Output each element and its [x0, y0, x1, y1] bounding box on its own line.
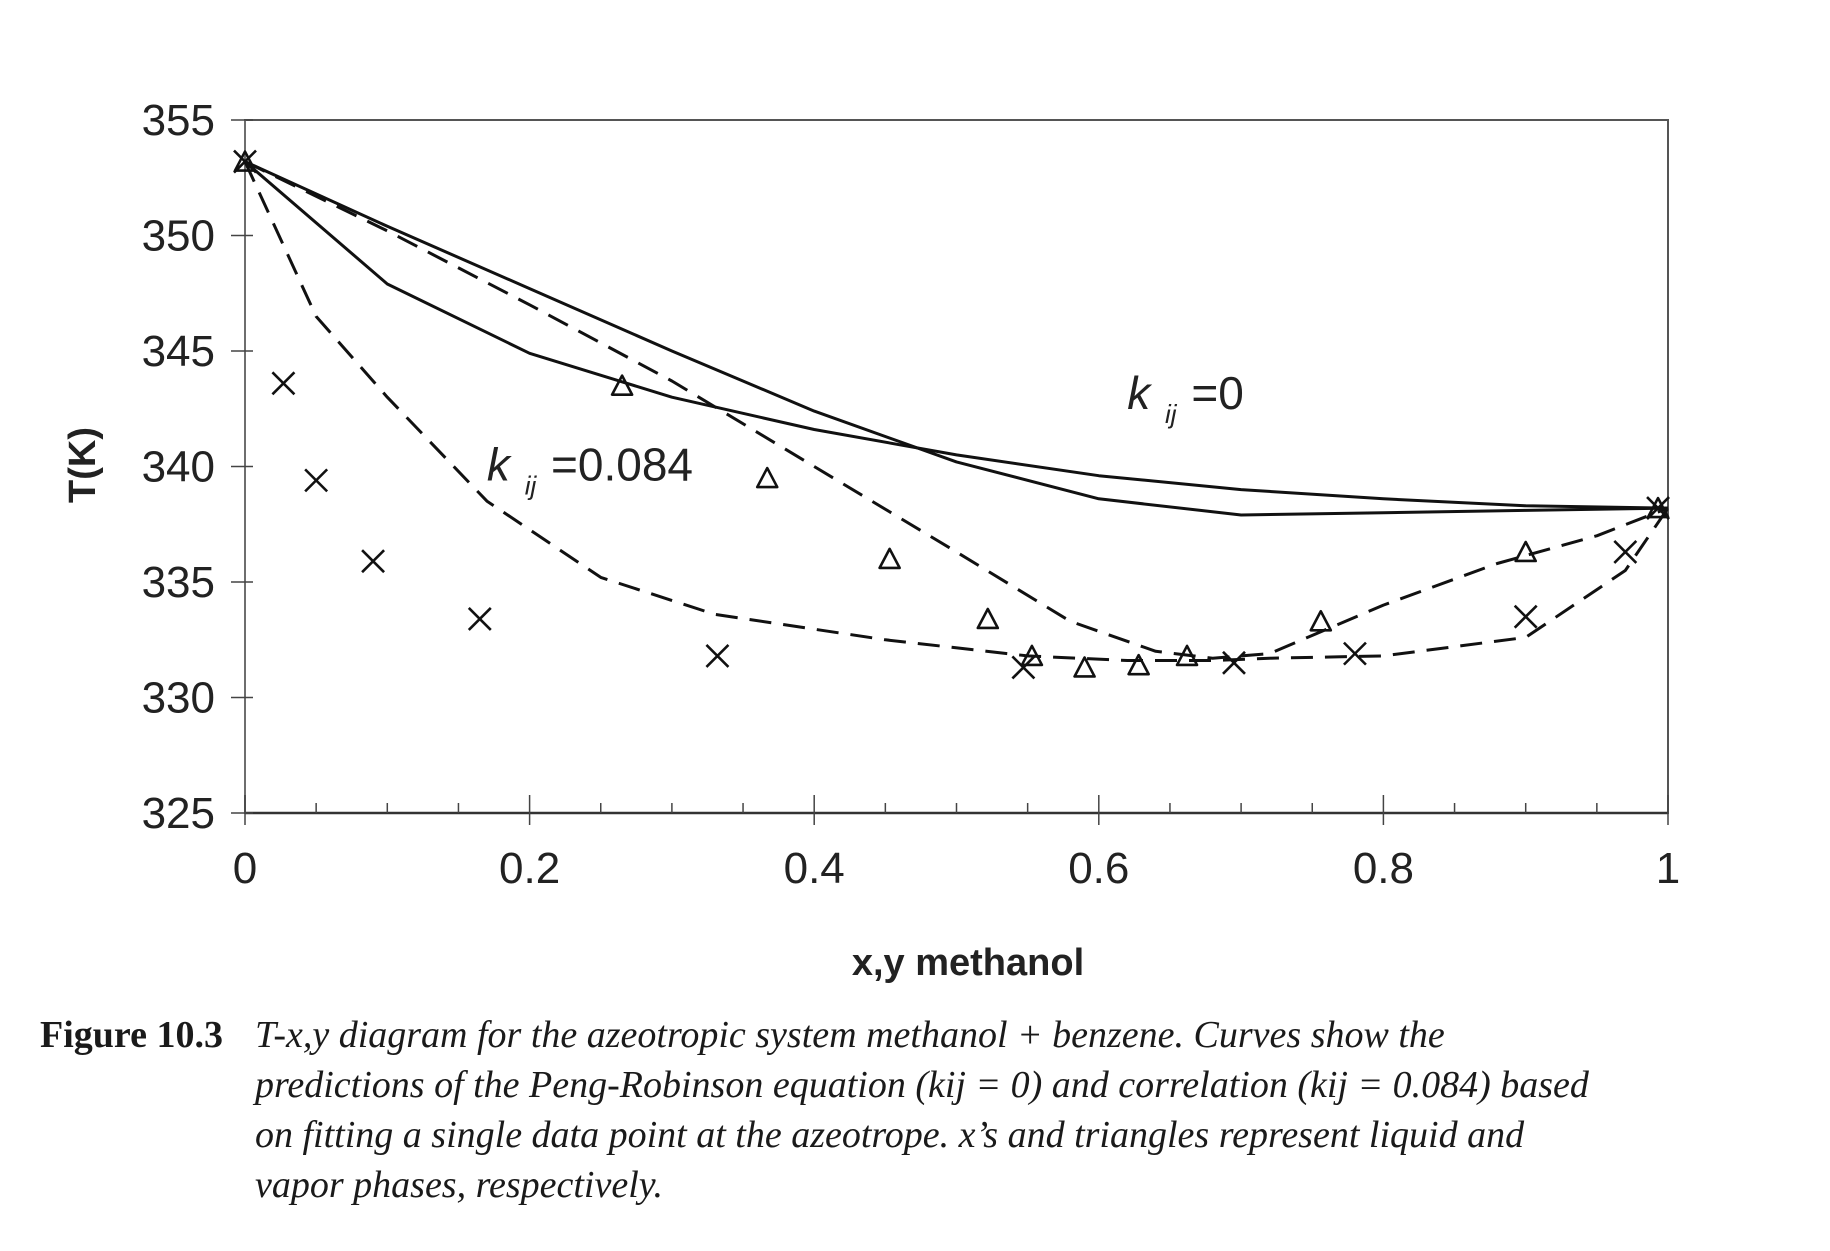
- vapor-triangle-marker: [233, 150, 257, 172]
- vapor-triangle-marker: [1309, 609, 1333, 632]
- tick-labels: 325 330 335 340 345 350 355 0 0.2 0.4 0.6 0.8 1: [142, 96, 1681, 893]
- vapor-triangle-marker: [1646, 496, 1670, 519]
- axes: [231, 119, 1669, 825]
- y-tick-label: 355: [142, 96, 215, 145]
- annotation-kij-0: k ij =0: [1127, 367, 1244, 433]
- curve-line-3: [244, 160, 1669, 660]
- x-marker-stroke: [1613, 540, 1638, 564]
- x-tick-label: 1: [1656, 844, 1680, 893]
- curve-line-2: [243, 160, 1670, 662]
- annotation-kij-0084-sub: ij: [525, 470, 538, 500]
- y-tick-label: 325: [142, 789, 215, 838]
- x-tick-label: 0.2: [499, 844, 560, 893]
- liquid-x-marker: [1343, 641, 1367, 666]
- liquid-x-marker: [1613, 540, 1638, 564]
- x-marker-stroke: [361, 549, 385, 574]
- liquid-x-marker: [1646, 496, 1670, 520]
- annotation-kij-0084: k ij =0.084: [487, 438, 693, 504]
- curve-line-0: [244, 160, 1669, 517]
- x-tick-label: 0: [233, 844, 257, 893]
- liquid-x-marker: [1222, 650, 1246, 675]
- vapor-triangle-marker: [755, 466, 779, 489]
- y-tick-label: 335: [142, 558, 215, 607]
- annotation-kij-0-sub: ij: [1165, 399, 1178, 429]
- vapor-triangle-marker: [610, 374, 634, 396]
- x-marker-stroke: [271, 371, 296, 396]
- liquid-x-marker: [304, 468, 329, 493]
- y-tick-label: 345: [142, 327, 215, 376]
- y-tick-label: 330: [142, 674, 215, 723]
- x-marker-stroke: [1222, 650, 1246, 675]
- x-tick-label: 0.8: [1353, 844, 1414, 893]
- markers: [233, 149, 1670, 680]
- liquid-x-marker: [271, 371, 296, 396]
- x-tick-label: 0.4: [784, 844, 845, 893]
- x-marker-stroke: [705, 644, 730, 668]
- curves: [243, 160, 1670, 662]
- x-marker-stroke: [233, 149, 257, 174]
- annotation-kij-0-rest: =0: [1191, 367, 1243, 419]
- vapor-triangle-marker: [1020, 644, 1044, 667]
- annotation-kij-0-k: k: [1127, 367, 1152, 419]
- y-axis-title: T(K): [62, 427, 104, 503]
- figure-caption-text: T-x,y diagram for the azeotropic system …: [255, 1014, 1589, 1206]
- annotation-kij-0084-rest: =0.084: [551, 438, 693, 490]
- liquid-x-marker: [467, 607, 492, 631]
- liquid-x-marker: [1513, 604, 1538, 629]
- vapor-triangle-marker: [878, 547, 901, 570]
- vapor-triangle-marker: [1073, 656, 1096, 678]
- liquid-x-marker: [361, 549, 385, 574]
- vapor-triangle-marker: [976, 607, 1000, 630]
- figure-caption: Figure 10.3 T-x,y diagram for the azeotr…: [40, 1010, 1600, 1210]
- annotation-kij-0084-k: k: [487, 438, 512, 490]
- x-marker-stroke: [467, 607, 492, 631]
- x-marker-stroke: [1011, 655, 1036, 680]
- curve-line-1: [244, 160, 1669, 510]
- figure-number: Figure 10.3: [40, 1014, 223, 1056]
- vapor-triangle-marker: [1175, 644, 1199, 667]
- x-marker-stroke: [1513, 604, 1538, 629]
- x-marker-stroke: [1343, 641, 1367, 666]
- x-marker-stroke: [304, 468, 329, 493]
- y-tick-label: 350: [142, 212, 215, 261]
- liquid-x-marker: [1011, 655, 1036, 680]
- x-tick-label: 0.6: [1068, 844, 1129, 893]
- liquid-x-marker: [705, 644, 730, 668]
- liquid-x-marker: [233, 149, 257, 174]
- vapor-triangle-marker: [1514, 540, 1537, 563]
- x-axis-title: x,y methanol: [852, 942, 1084, 984]
- y-tick-label: 340: [142, 443, 215, 492]
- x-marker-stroke: [1646, 496, 1670, 520]
- vapor-triangle-marker: [1127, 653, 1150, 676]
- t-xy-chart: 325 330 335 340 345 350 355 0 0.2 0.4 0.6 0.8 1 x,y …: [62, 96, 1681, 984]
- plot-frame: [244, 119, 1669, 814]
